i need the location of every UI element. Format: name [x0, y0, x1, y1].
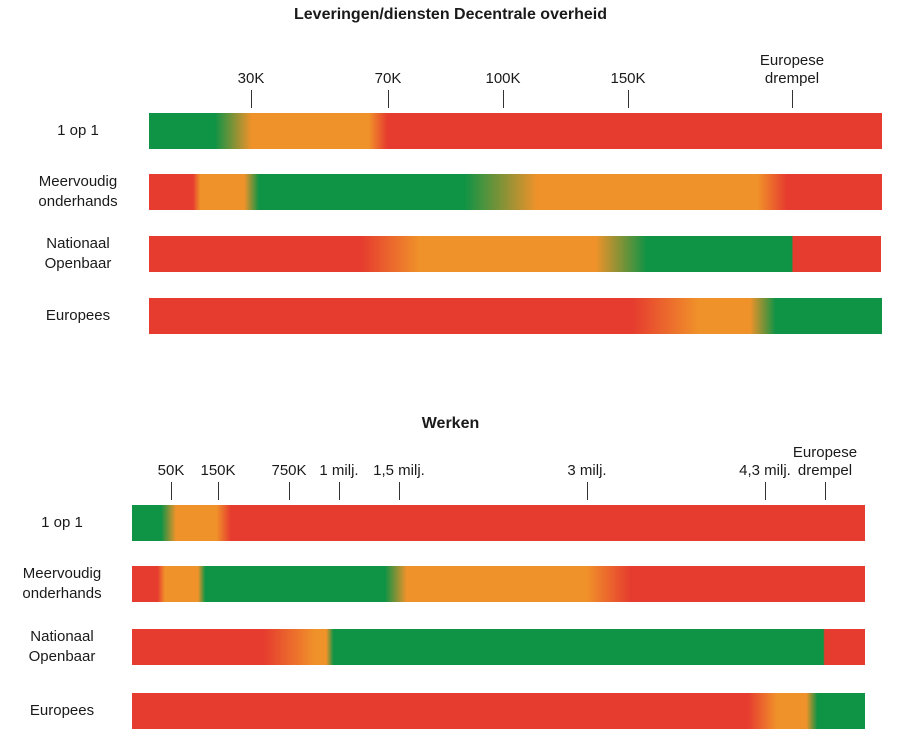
tick-mark [388, 90, 389, 108]
row-label: Europees [29, 702, 95, 719]
row-label: 1 op 1 [57, 122, 99, 139]
procedure-bar [149, 113, 882, 149]
tick-mark [399, 482, 400, 500]
procedure-bar [149, 236, 881, 272]
row-label: Meervoudig onderhands [38, 173, 118, 210]
chart-title: Werken [421, 415, 480, 432]
tick-label: 150K [200, 462, 236, 479]
row-label: Meervoudig onderhands [22, 565, 102, 602]
tick-mark [251, 90, 252, 108]
tick-label: 4,3 milj. [739, 462, 791, 479]
chart-leveringen: Leveringen/diensten Decentrale overheid … [0, 0, 901, 360]
procedure-bar [149, 298, 882, 334]
tick-label: 70K [374, 70, 402, 87]
tick-label: Europese drempel [759, 52, 825, 87]
tick-label: 1 milj. [319, 462, 359, 479]
row-label: Nationaal Openbaar [28, 628, 96, 665]
tick-mark [587, 482, 588, 500]
tick-mark [289, 482, 290, 500]
tick-label: 1,5 milj. [373, 462, 425, 479]
procedure-bar [132, 693, 865, 729]
row-label: Nationaal Openbaar [44, 235, 112, 272]
tick-mark [218, 482, 219, 500]
tick-label: 150K [610, 70, 646, 87]
tick-mark [765, 482, 766, 500]
tick-label: 30K [237, 70, 265, 87]
row-label: 1 op 1 [41, 514, 83, 531]
tick-mark [628, 90, 629, 108]
tick-mark [792, 90, 793, 108]
tick-mark [503, 90, 504, 108]
procedure-bar [132, 505, 865, 541]
procedure-bar [149, 174, 882, 210]
tick-label: 750K [271, 462, 307, 479]
tick-mark [339, 482, 340, 500]
tick-label: 3 milj. [567, 462, 607, 479]
chart-werken: Werken 50K 150K 750K 1 milj. 1,5 milj. 3 milj… [0, 410, 901, 747]
chart-title: Leveringen/diensten Decentrale overheid [294, 6, 607, 23]
tick-mark [171, 482, 172, 500]
tick-label: 50K [157, 462, 185, 479]
procedure-bar [132, 566, 865, 602]
row-label: Europees [45, 307, 111, 324]
tick-label: 100K [485, 70, 521, 87]
tick-label: Europese drempel [792, 444, 858, 479]
procedure-bar [132, 629, 865, 665]
tick-mark [825, 482, 826, 500]
